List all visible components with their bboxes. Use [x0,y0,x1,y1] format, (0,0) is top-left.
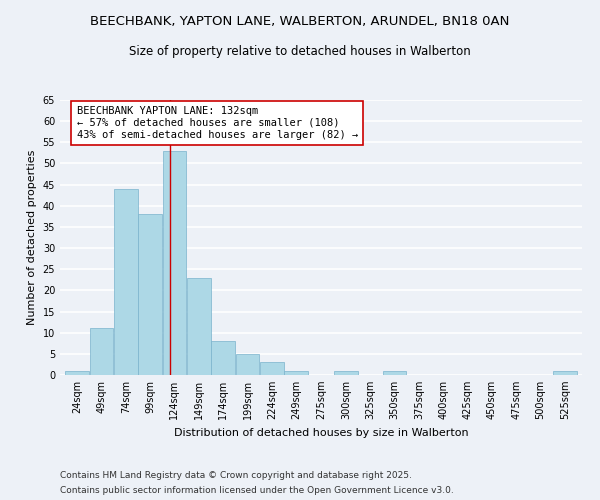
Text: BEECHBANK YAPTON LANE: 132sqm
← 57% of detached houses are smaller (108)
43% of : BEECHBANK YAPTON LANE: 132sqm ← 57% of d… [77,106,358,140]
Bar [383,371,406,375]
Bar [187,278,211,375]
X-axis label: Distribution of detached houses by size in Walberton: Distribution of detached houses by size … [173,428,469,438]
Bar [139,214,162,375]
Text: Size of property relative to detached houses in Walberton: Size of property relative to detached ho… [129,45,471,58]
Bar [211,341,235,375]
Bar [284,371,308,375]
Bar [114,189,137,375]
Bar [89,328,113,375]
Y-axis label: Number of detached properties: Number of detached properties [27,150,37,325]
Bar [260,362,284,375]
Text: BEECHBANK, YAPTON LANE, WALBERTON, ARUNDEL, BN18 0AN: BEECHBANK, YAPTON LANE, WALBERTON, ARUND… [91,15,509,28]
Bar [334,371,358,375]
Bar [163,151,186,375]
Bar [236,354,259,375]
Bar [553,371,577,375]
Text: Contains HM Land Registry data © Crown copyright and database right 2025.: Contains HM Land Registry data © Crown c… [60,471,412,480]
Bar [65,371,89,375]
Text: Contains public sector information licensed under the Open Government Licence v3: Contains public sector information licen… [60,486,454,495]
